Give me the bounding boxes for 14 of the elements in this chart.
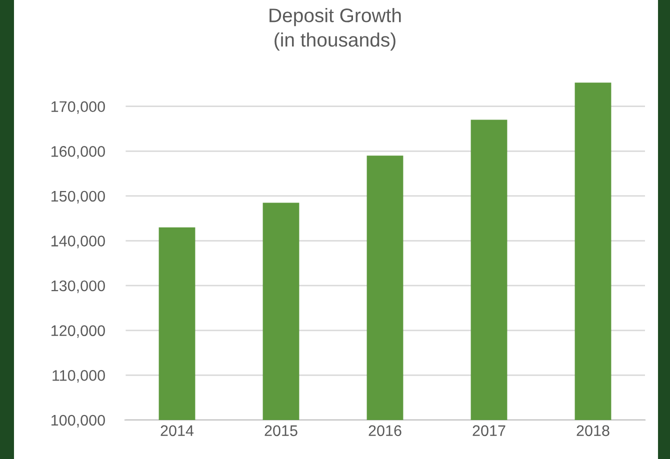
y-tick-label: 130,000: [52, 280, 105, 294]
x-tick-label: 2018: [576, 425, 610, 436]
y-tick-label: 120,000: [52, 325, 105, 338]
y-tick-label: 100,000: [52, 414, 105, 428]
x-tick-label: 2015: [264, 425, 298, 436]
y-tick-label: 170,000: [52, 101, 105, 114]
x-tick-label: 2016: [368, 425, 402, 436]
chart-title: Deposit Growth (in thousands): [270, 8, 401, 51]
x-tick-label: 2017: [472, 425, 506, 436]
y-tick-label: 150,000: [52, 190, 105, 204]
y-tick-label: 110,000: [52, 370, 105, 383]
y-tick-label: 160,000: [52, 146, 105, 159]
x-tick-label: 2014: [160, 425, 194, 436]
y-tick-label: 140,000: [52, 236, 105, 248]
